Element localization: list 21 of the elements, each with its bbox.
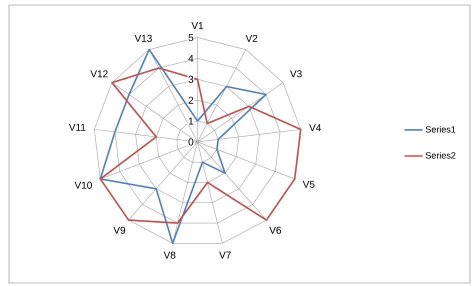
spoke-label: V7 [219,252,231,258]
legend-label: Series1 [426,126,456,133]
spoke-label: V8 [164,252,176,259]
spoke-label: V2 [246,34,258,42]
y-tick-label: 3 [188,76,194,83]
y-tick-label: 0 [188,138,194,146]
y-tick-label: 2 [188,96,194,104]
y-tick-label: 5 [188,34,194,42]
spoke-label: V12 [90,70,108,78]
y-tick-label: 4 [188,55,194,62]
spoke-label: V6 [269,226,282,234]
spoke-label: V3 [290,70,302,78]
spoke-label: V11 [68,124,86,131]
spoke-label: V10 [74,182,92,189]
spoke-label: V5 [302,180,315,188]
spoke-label: V9 [113,226,126,234]
spoke-label: V1 [191,22,204,30]
y-tick-label: 1 [188,118,194,125]
spoke-label: V13 [134,34,152,42]
spoke-label: V4 [309,124,322,132]
legend-label: Series2 [426,152,456,159]
